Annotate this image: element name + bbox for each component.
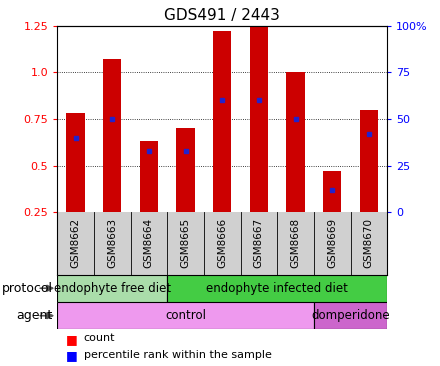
Text: ■: ■ — [66, 333, 78, 346]
Text: GSM8665: GSM8665 — [180, 219, 191, 268]
Bar — [167, 274, 387, 302]
Bar — [103, 59, 121, 212]
Text: agent: agent — [17, 309, 53, 322]
Text: control: control — [165, 309, 206, 322]
Text: endophyte infected diet: endophyte infected diet — [206, 282, 348, 295]
Text: endophyte free diet: endophyte free diet — [54, 282, 171, 295]
Text: GSM8666: GSM8666 — [217, 219, 227, 268]
Title: GDS491 / 2443: GDS491 / 2443 — [164, 8, 280, 23]
Text: GSM8667: GSM8667 — [254, 219, 264, 268]
Text: protocol: protocol — [2, 282, 53, 295]
Bar — [314, 302, 387, 329]
Text: GSM8669: GSM8669 — [327, 219, 337, 268]
Bar — [66, 113, 85, 212]
Text: GSM8662: GSM8662 — [70, 219, 81, 268]
Bar — [57, 302, 314, 329]
Bar — [360, 109, 378, 212]
Bar — [323, 171, 341, 212]
Text: GSM8663: GSM8663 — [107, 219, 117, 268]
Text: count: count — [84, 333, 115, 343]
Text: GSM8670: GSM8670 — [364, 219, 374, 268]
Bar — [140, 141, 158, 212]
Text: GSM8664: GSM8664 — [144, 219, 154, 268]
Text: percentile rank within the sample: percentile rank within the sample — [84, 350, 271, 359]
Text: ■: ■ — [66, 350, 78, 363]
Bar — [57, 274, 167, 302]
Bar — [250, 26, 268, 212]
Bar — [176, 128, 195, 212]
Bar — [213, 31, 231, 212]
Bar — [286, 72, 305, 212]
Text: domperidone: domperidone — [311, 309, 390, 322]
Text: GSM8668: GSM8668 — [290, 219, 301, 268]
